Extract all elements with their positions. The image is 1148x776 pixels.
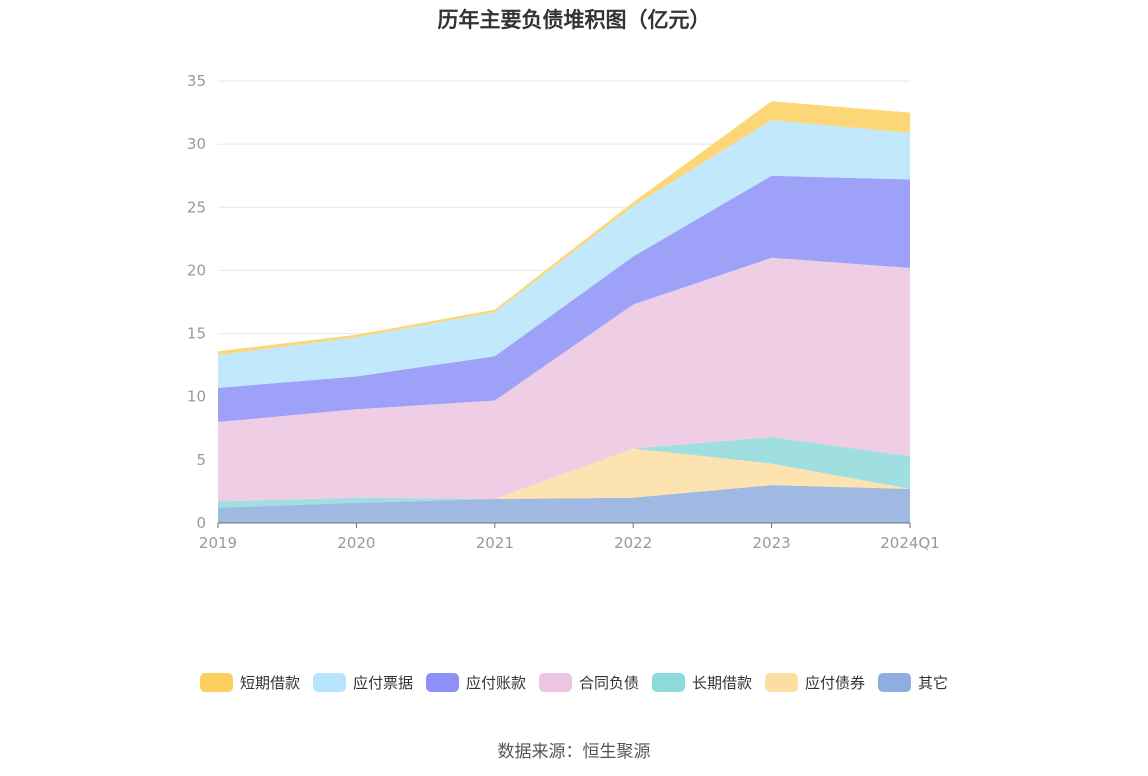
x-tick-label: 2024Q1: [880, 534, 940, 552]
area-series: [218, 437, 910, 508]
legend-label: 其它: [918, 674, 949, 692]
legend-label: 应付账款: [465, 674, 526, 692]
legend-item[interactable]: 其它: [878, 672, 948, 693]
data-source: 数据来源：恒生聚源: [497, 742, 651, 762]
area-series: [218, 448, 910, 508]
y-tick-label: 5: [196, 451, 206, 469]
legend-label: 应付债券: [805, 674, 866, 692]
x-tick-label: 2022: [614, 534, 652, 552]
legend-swatch: [312, 673, 346, 692]
y-tick-label: 15: [187, 325, 206, 343]
legend-item[interactable]: 应付票据: [312, 672, 413, 693]
area-series: [218, 120, 910, 388]
chart-legend: 短期借款 应付票据 应付账款 合同负债 长期借款 应付债券 其它: [0, 672, 1148, 693]
stacked-area-chart: 0 5 10 15 20 25 30 35 2019 2020 2021 2022 2023 2024Q1: [187, 72, 940, 552]
y-tick-label: 30: [187, 135, 206, 153]
area-series: [218, 485, 910, 523]
chart-title: 历年主要负债堆积图（亿元）: [437, 8, 711, 32]
y-tick-label: 10: [187, 388, 206, 406]
x-tick-label: 2020: [337, 534, 375, 552]
area-series: [218, 175, 910, 422]
y-tick-label: 0: [196, 514, 206, 532]
legend-item[interactable]: 长期借款: [652, 672, 752, 693]
legend-item[interactable]: 应付账款: [425, 672, 526, 693]
legend-swatch: [652, 673, 685, 692]
legend-swatch: [425, 673, 459, 692]
legend-swatch: [538, 673, 572, 692]
y-tick-label: 25: [187, 198, 206, 216]
legend-swatch: [765, 673, 799, 692]
legend-label: 应付票据: [352, 674, 413, 692]
legend-item[interactable]: 应付债券: [765, 672, 865, 693]
legend-label: 合同负债: [578, 674, 639, 692]
legend-swatch: [199, 673, 233, 692]
x-tick-label: 2019: [199, 534, 237, 552]
legend-item[interactable]: 合同负债: [538, 672, 639, 693]
legend-label: 长期借款: [692, 674, 753, 692]
y-tick-label: 35: [187, 72, 206, 90]
x-tick-label: 2021: [476, 534, 514, 552]
area-series: [218, 257, 910, 502]
x-tick-label: 2023: [753, 534, 791, 552]
legend-item[interactable]: 短期借款: [199, 672, 300, 693]
legend-swatch: [878, 673, 912, 692]
y-tick-label: 20: [187, 261, 206, 279]
legend-label: 短期借款: [239, 674, 300, 692]
